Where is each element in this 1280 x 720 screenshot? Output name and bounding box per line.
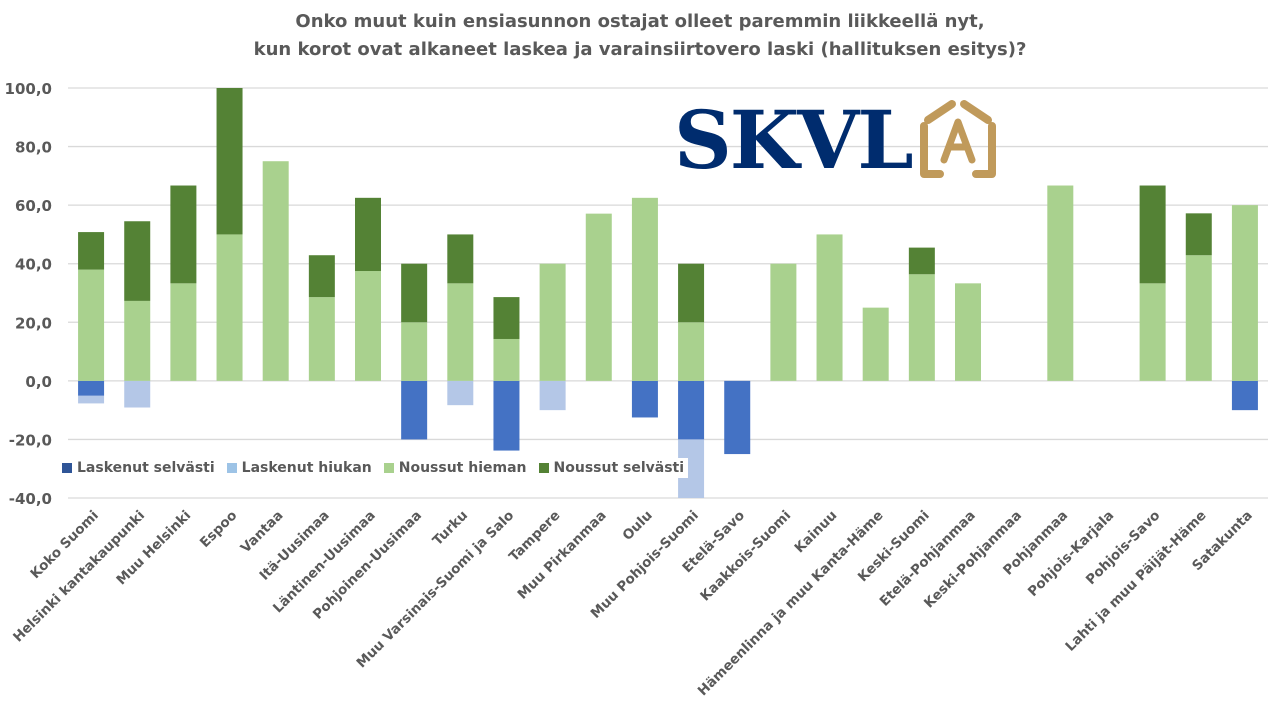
bar-noussut-selvästi: [170, 185, 197, 284]
bar-laskenut-selvästi: [1231, 380, 1258, 411]
bar-noussut-selvästi: [678, 263, 705, 323]
bar-laskenut-selvästi: [724, 380, 751, 455]
legend-swatch: [383, 463, 394, 473]
bar-noussut-hieman: [401, 322, 428, 381]
x-tick-label: Muu Pirkanmaa: [514, 508, 609, 603]
x-tick-label: Pohjois-Karjala: [1025, 508, 1117, 600]
bar-noussut-hieman: [308, 297, 335, 381]
bar-noussut-hieman: [955, 283, 981, 381]
bar-laskenut-selvästi: [78, 380, 105, 396]
bar-laskenut-hiukan: [124, 380, 151, 408]
bar-noussut-selvästi: [1185, 213, 1212, 256]
legend-item: Noussut selvästi: [538, 460, 685, 476]
skvl-logo: SKVL: [674, 95, 998, 185]
y-tick-label: 0,0: [25, 373, 52, 391]
legend-item: Laskenut selvästi: [62, 460, 215, 476]
bars: [78, 88, 1258, 498]
bar-noussut-selvästi: [1139, 185, 1166, 284]
legend-swatch: [62, 463, 72, 473]
legend-label: Laskenut selvästi: [77, 460, 215, 476]
legend: Laskenut selvästi Laskenut hiukan Noussut …: [58, 458, 689, 478]
bar-noussut-hieman: [78, 269, 105, 381]
x-tick-label: Turku: [430, 508, 471, 549]
bar-noussut-hieman: [862, 307, 889, 381]
chart-title-line-1: Onko muut kuin ensiasunnon ostajat ollee…: [295, 11, 985, 32]
bar-noussut-hieman: [493, 338, 520, 381]
bar-laskenut-hiukan: [78, 395, 105, 404]
y-tick-label: -40,0: [9, 490, 52, 508]
x-tick-label: Espoo: [197, 508, 240, 551]
bar-noussut-selvästi: [308, 255, 335, 298]
y-tick-label: 20,0: [15, 314, 52, 332]
legend-item: Noussut hieman: [383, 460, 527, 476]
bar-noussut-selvästi: [355, 197, 381, 272]
legend-label: Laskenut hiukan: [241, 460, 372, 476]
bar-noussut-hieman: [447, 283, 474, 381]
bar-noussut-hieman: [1047, 185, 1074, 381]
x-tick-label: Oulu: [619, 508, 655, 544]
legend-swatch: [226, 463, 237, 473]
x-tick-label: Kaakkois-Suomi: [697, 508, 794, 605]
logo-text: SKVL: [674, 93, 914, 187]
bar-noussut-selvästi: [124, 221, 151, 301]
bar-laskenut-selvästi: [678, 380, 705, 440]
y-tick-label: 100,0: [5, 80, 52, 98]
bar-noussut-hieman: [1231, 205, 1258, 381]
bar-laskenut-selvästi: [631, 380, 658, 418]
legend-swatch: [538, 463, 549, 473]
bar-noussut-selvästi: [493, 297, 520, 339]
bar-noussut-selvästi: [401, 263, 428, 323]
bar-noussut-hieman: [1139, 283, 1166, 381]
bar-noussut-hieman: [216, 234, 243, 381]
bar-noussut-hieman: [124, 300, 151, 381]
bar-noussut-hieman: [678, 322, 705, 381]
chart-title: Onko muut kuin ensiasunnon ostajat ollee…: [0, 8, 1280, 64]
bar-laskenut-hiukan: [447, 380, 474, 406]
bar-noussut-hieman: [631, 197, 658, 381]
bar-laskenut-hiukan: [539, 380, 566, 411]
house-a-icon: [919, 100, 996, 178]
legend-label: Noussut hieman: [398, 460, 527, 476]
bar-noussut-hieman: [355, 271, 381, 381]
bar-noussut-selvästi: [908, 247, 935, 275]
gridlines: [68, 87, 1268, 499]
bar-noussut-selvästi: [216, 88, 243, 235]
chart-title-line-2: kun korot ovat alkaneet laskea ja varain…: [253, 39, 1027, 60]
bar-noussut-selvästi: [447, 234, 474, 284]
bar-noussut-hieman: [170, 283, 197, 381]
bar-noussut-selvästi: [78, 232, 105, 270]
legend-label: Noussut selvästi: [553, 460, 685, 476]
bar-laskenut-selvästi: [401, 380, 428, 440]
bar-noussut-hieman: [262, 161, 289, 381]
bar-noussut-hieman: [539, 263, 566, 381]
y-tick-label: -20,0: [9, 431, 52, 449]
bar-noussut-hieman: [1185, 255, 1212, 381]
bar-noussut-hieman: [770, 263, 797, 381]
bar-noussut-hieman: [816, 234, 843, 381]
bar-noussut-hieman: [908, 274, 935, 381]
y-axis-tick-labels: -40,0 -20,0 0,0 20,0 40,0 60,0 80,0 100,0: [5, 80, 52, 508]
legend-item: Laskenut hiukan: [226, 460, 372, 476]
bar-noussut-hieman: [585, 213, 612, 381]
y-tick-label: 80,0: [15, 139, 52, 157]
y-tick-label: 40,0: [15, 256, 52, 274]
y-tick-label: 60,0: [15, 197, 52, 215]
bar-laskenut-selvästi: [493, 380, 520, 451]
